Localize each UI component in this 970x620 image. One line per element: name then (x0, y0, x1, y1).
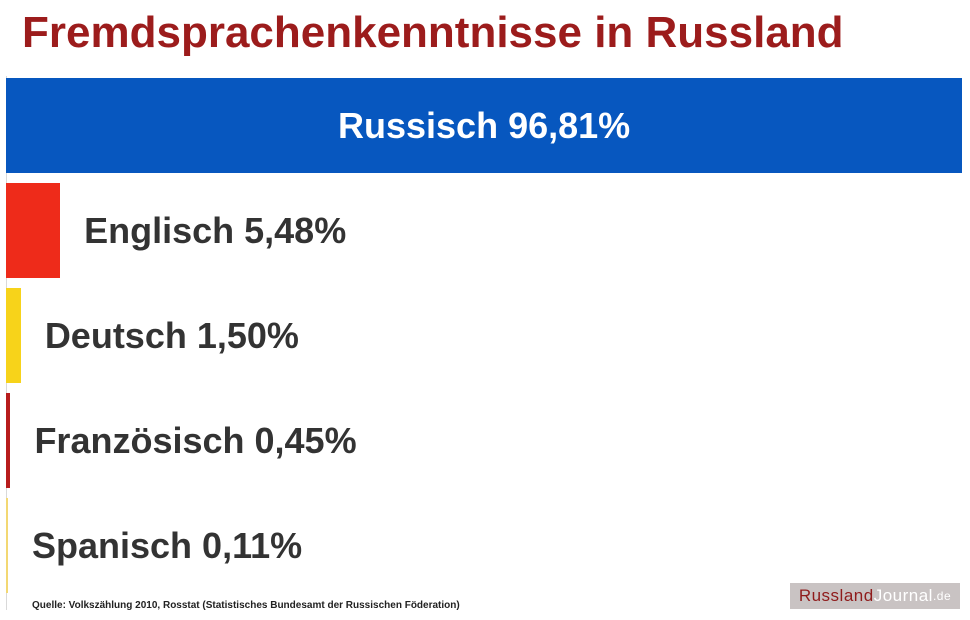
logo-text-part3: .de (932, 589, 952, 603)
chart-title: Fremdsprachenkenntnisse in Russland (22, 8, 844, 57)
data-label: Englisch 5,48% (84, 209, 347, 251)
bar-franzsisch (6, 393, 11, 488)
russlandjournal-logo[interactable]: Russland Journal .de (790, 583, 960, 609)
bar-russisch (6, 78, 962, 173)
logo-text-part1: Russland (798, 586, 874, 605)
logo-text-part2: Journal (873, 586, 933, 605)
source-note: Quelle: Volkszählung 2010, Rosstat (Stat… (32, 600, 460, 611)
bar-spanisch (6, 498, 8, 593)
data-label: Russisch 96,81% (338, 104, 631, 146)
bar-englisch (6, 183, 61, 278)
data-label: Deutsch 1,50% (44, 314, 299, 356)
data-label: Spanisch 0,11% (32, 524, 303, 566)
bar-deutsch (6, 288, 21, 383)
data-label: Französisch 0,45% (34, 419, 357, 461)
